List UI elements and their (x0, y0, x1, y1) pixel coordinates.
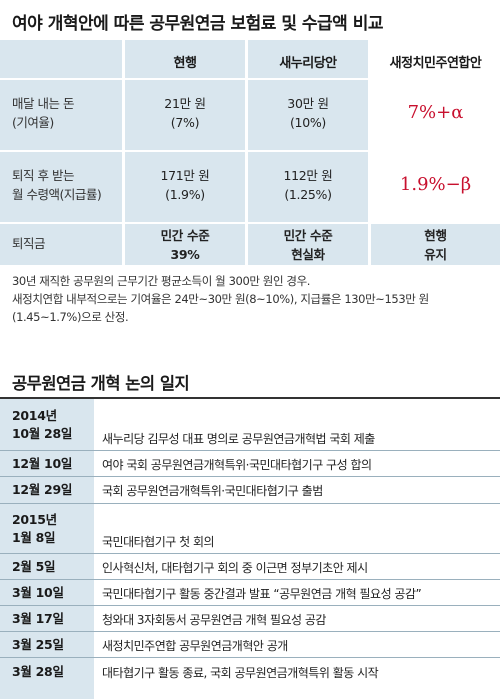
timeline-date-line: 12월 10일 (12, 456, 73, 471)
timeline-event: 국회 공무원연금개혁특위·국민대타협기구 출범 (102, 484, 323, 498)
cell-line: 112만 원 (283, 168, 333, 183)
timeline-row-divider (0, 631, 500, 632)
timeline-event: 인사혁신처, 대타협기구 회의 중 이근면 정부기초안 제시 (102, 561, 368, 575)
cell-line: 30만 원 (287, 96, 329, 111)
timeline-date-line: 10월 28일 (12, 426, 73, 441)
timeline-event: 청와대 3자회동서 공무원연금 개혁 필요성 공감 (102, 613, 326, 627)
footnote-line: 새정치연합 내부적으로는 기여율은 24만~30만 원(8~10%), 지급률은… (12, 292, 429, 306)
row-label-line: 퇴직 후 받는 (12, 168, 74, 183)
timeline-date: 12월 29일 (12, 481, 72, 499)
cell-current-contribution: 21만 원 (7%) (125, 94, 245, 132)
timeline-date: 3월 25일 (12, 636, 64, 654)
timeline-event: 국민대타협기구 첫 회의 (102, 535, 215, 549)
timeline-row-divider (0, 605, 500, 606)
timeline-date: 3월 17일 (12, 610, 64, 628)
cell-current-severance: 민간 수준 39% (125, 226, 245, 264)
timeline-date: 2014년 10월 28일 (12, 407, 72, 443)
cell-npad-contribution: 7%+α (407, 102, 464, 123)
timeline-date-line: 1월 8일 (12, 530, 56, 545)
timeline-date: 3월 28일 (12, 663, 64, 681)
timeline-date-line: 3월 25일 (12, 637, 64, 652)
timeline-row-divider (0, 579, 500, 580)
timeline-date-line: 3월 28일 (12, 664, 64, 679)
cell-npad-severance: 현행 유지 (371, 226, 500, 264)
cell-saenuri-severance: 민간 수준 현실화 (248, 226, 368, 264)
cell-line: (10%) (289, 115, 327, 130)
timeline-event: 새누리당 김무성 대표 명의로 공무원연금개혁법 국회 제출 (102, 432, 375, 446)
cell-line: 21만 원 (164, 96, 206, 111)
row-separator (0, 150, 500, 152)
timeline-date-line: 2014년 (12, 408, 57, 423)
row-label-pension: 퇴직 후 받는 월 수령액(지급률) (12, 166, 102, 204)
header-saenuri: 새누리당안 (279, 56, 337, 71)
row-separator (0, 222, 500, 224)
title-bar: 여야 개혁안에 따른 공무원연금 보험료 및 수급액 비교 (0, 0, 500, 40)
npad-column-highlight (371, 40, 500, 222)
timeline-date-line: 2015년 (12, 512, 57, 527)
npad-column-bottom (371, 224, 500, 265)
timeline-row-divider (0, 450, 500, 451)
footnote-line: 30년 재직한 공무원의 근무기간 평균소득이 월 300만 원인 경우. (12, 274, 311, 288)
row-separator (0, 78, 500, 80)
cell-saenuri-pension: 112만 원 (1.25%) (248, 166, 368, 204)
row-label-line: (기여율) (12, 115, 54, 130)
timeline-date-line: 3월 10일 (12, 585, 64, 600)
timeline-event: 국민대타협기구 활동 중간결과 발표 “공무원연금 개혁 필요성 공감” (102, 587, 422, 601)
cell-npad-pension: 1.9%−β (399, 174, 472, 195)
cell-line: 171만 원 (160, 168, 210, 183)
row-label-contribution: 매달 내는 돈 (기여율) (12, 94, 74, 132)
cell-line: (1.25%) (284, 187, 332, 202)
timeline-date: 2월 5일 (12, 558, 56, 576)
timeline-date-line: 2월 5일 (12, 559, 56, 574)
header-npad: 새정치민주연합안 (389, 56, 482, 71)
timeline-date-line: 12월 29일 (12, 482, 73, 497)
cell-line: 민간 수준 (160, 228, 210, 243)
cell-line: (1.9%) (165, 187, 205, 202)
timeline-date-column (0, 399, 94, 699)
timeline-date-line: 3월 17일 (12, 611, 64, 626)
page-title: 여야 개혁안에 따른 공무원연금 보험료 및 수급액 비교 (12, 14, 384, 34)
cell-current-pension: 171만 원 (1.9%) (125, 166, 245, 204)
row-label-line: 매달 내는 돈 (12, 96, 74, 111)
cell-line: 39% (170, 247, 200, 262)
footnote-line: (1.45~1.7%)으로 산정. (12, 310, 129, 324)
timeline-row-divider (0, 657, 500, 658)
cell-line: (7%) (170, 115, 200, 130)
cell-line: 현행 (424, 228, 447, 243)
cell-saenuri-contribution: 30만 원 (10%) (248, 94, 368, 132)
timeline-row-divider (0, 476, 500, 477)
timeline-date: 3월 10일 (12, 584, 64, 602)
row-label-severance: 퇴직금 (12, 234, 46, 253)
column-separator (122, 40, 125, 265)
timeline-event: 대타협기구 활동 종료, 국회 공무원연금개혁특위 활동 시작 (102, 666, 379, 680)
column-separator (245, 40, 248, 265)
cell-line: 현실화 (291, 247, 325, 262)
timeline-event: 새정치민주연합 공무원연금개혁안 공개 (102, 639, 288, 653)
cell-line: 유지 (424, 247, 447, 262)
timeline-date: 2015년 1월 8일 (12, 511, 57, 547)
footnote: 30년 재직한 공무원의 근무기간 평균소득이 월 300만 원인 경우. 새정… (12, 272, 492, 326)
column-separator (368, 40, 371, 265)
timeline-row-divider (0, 503, 500, 504)
timeline-event: 여야 국회 공무원연금개혁특위·국민대타협기구 구성 합의 (102, 458, 372, 472)
timeline-date: 12월 10일 (12, 455, 72, 473)
row-label-line: 퇴직금 (12, 236, 46, 251)
header-current: 현행 (173, 56, 197, 71)
row-label-line: 월 수령액(지급률) (12, 187, 102, 202)
timeline-top-rule (0, 397, 500, 399)
cell-line: 민간 수준 (283, 228, 333, 243)
timeline-row-divider (0, 553, 500, 554)
timeline-title: 공무원연금 개혁 논의 일지 (12, 374, 190, 393)
